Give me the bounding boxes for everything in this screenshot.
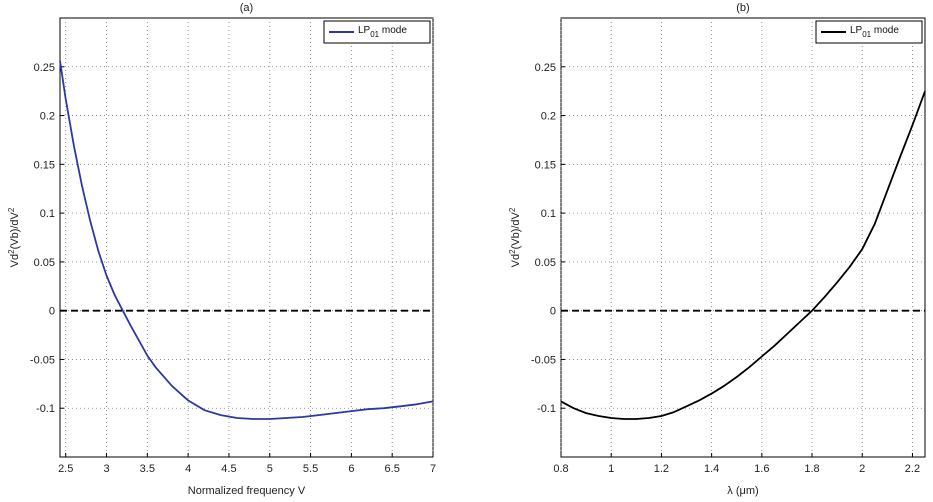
chart-2-x-axis-label: λ (μm) [727,485,758,497]
chart-2-x-tick-label: 1.4 [704,463,719,475]
chart-2-y-tick-label: 0 [550,306,556,318]
chart-1-y-tick-label: 0 [49,306,55,318]
chart-1-y-tick-label: 0.15 [34,159,55,171]
chart-1-y-tick-label: 0.1 [40,208,55,220]
chart-2-y-tick-label: -0.1 [537,403,556,415]
chart-2-x-tick-label: 1.8 [804,463,819,475]
chart-2-y-tick-label: -0.05 [531,354,556,366]
chart-1-x-tick-label: 4.5 [221,463,236,475]
chart-2-y-axis-label: Vd2(Vb)/dV2 [508,207,522,267]
chart-1-x-tick-label: 4 [185,463,191,475]
chart-1-y-tick-label: 0.05 [34,257,55,269]
chart-1-x-tick-label: 6.5 [385,463,400,475]
chart-1-x-tick-label: 3 [103,463,109,475]
chart-1-x-axis-label: Normalized frequency V [188,485,306,497]
chart-1-y-axis-label: Vd2(Vb)/dV2 [7,207,21,267]
chart-2-title: (b) [736,2,749,14]
chart-2-y-tick-label: 0.05 [535,257,556,269]
chart-2-x-tick-label: 2.2 [905,463,920,475]
chart-1-title: (a) [240,2,253,14]
chart-1-y-tick-label: -0.1 [36,403,55,415]
chart-2-x-tick-label: 0.8 [553,463,568,475]
chart-2-y-tick-label: 0.25 [535,62,556,74]
chart-1-x-tick-label: 5 [267,463,273,475]
chart-1-y-tick-label: 0.2 [40,111,55,123]
chart-2-y-tick-label: 0.2 [541,111,556,123]
chart-1-x-tick-label: 2.5 [58,463,73,475]
chart-2-x-tick-label: 1.6 [754,463,769,475]
chart-1-legend: LP01 mode [324,21,430,43]
chart-2-x-tick-label: 1.2 [654,463,669,475]
chart-2: 0.8 1 1.2 1.4 1.6 1.8 2 2.2 -0.1 -0.05 0 0.05 0.1 0.1… [508,2,925,497]
chart-1: 2.5 3 3.5 4 4.5 5 5.5 6 6.5 7 -0.1 -0.05 0 0.05 0.1 0.1… [7,2,436,497]
chart-2-legend: LP01 mode [816,21,922,43]
chart-1-plot-area [60,18,433,457]
chart-2-y-tick-label: 0.1 [541,208,556,220]
chart-2-y-tick-label: 0.15 [535,159,556,171]
chart-1-y-tick-label: 0.25 [34,62,55,74]
chart-1-x-tick-label: 3.5 [140,463,155,475]
chart-2-plot-area [561,18,925,457]
chart-1-x-tick-label: 6 [348,463,354,475]
chart-2-x-tick-label: 1 [608,463,614,475]
chart-1-x-tick-label: 5.5 [303,463,318,475]
chart-1-y-tick-label: -0.05 [30,354,55,366]
chart-2-x-tick-label: 2 [859,463,865,475]
chart-1-x-tick-label: 7 [430,463,436,475]
